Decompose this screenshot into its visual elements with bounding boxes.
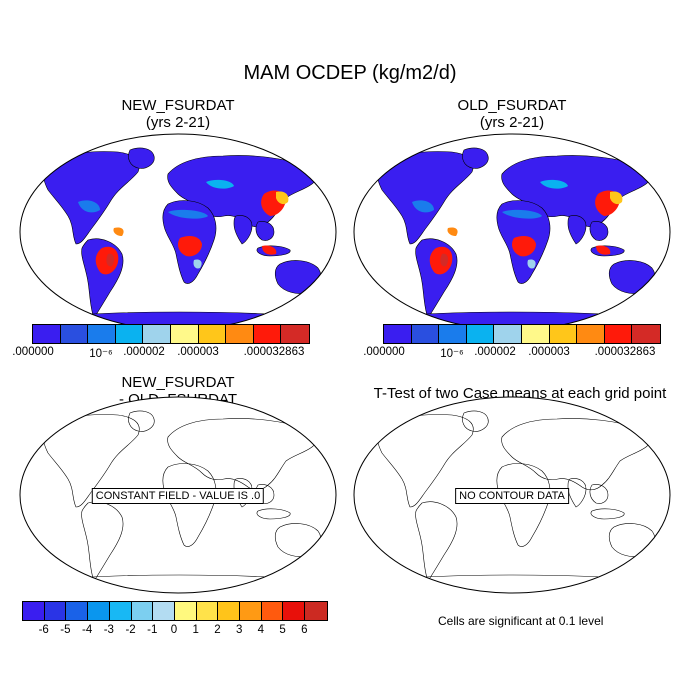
colorbar-tick-label: -4 [82, 624, 93, 636]
colorbar-tick-label: .000000 [12, 346, 54, 358]
colorbar-tick-label: .000000 [363, 346, 405, 358]
colorbar-swatch [226, 325, 254, 343]
panel-title-line2: (yrs 2-21) [145, 114, 211, 131]
panel-title-line1: NEW_FSURDAT [121, 97, 235, 114]
no-contour-note: NO CONTOUR DATA [455, 488, 569, 504]
colorbar-tick-label: .000003 [528, 346, 570, 358]
colorbar-swatch [33, 325, 61, 343]
colorbar-swatch [261, 602, 284, 620]
colorbar-tick-label: .000002 [123, 346, 165, 358]
colorbar-swatch [305, 602, 327, 620]
colorbar-swatch [494, 325, 522, 343]
panel-title-old: OLD_FSURDAT (yrs 2-21) [352, 97, 672, 131]
colorbar-swatch [466, 325, 495, 343]
colorbar-swatch [439, 325, 467, 343]
colorbar-swatch [174, 602, 197, 620]
panel-title-ttest: T-Test of two Case means at each grid po… [373, 385, 667, 402]
colorbar-tick-label: .000003 [177, 346, 219, 358]
colorbar-swatch [88, 325, 116, 343]
colorbar-tick-label: -5 [60, 624, 71, 636]
figure-title: MAM OCDEP (kg/m2/d) [243, 62, 457, 84]
map-new-fsurdat [18, 132, 338, 332]
colorbar-top-left [32, 324, 310, 344]
colorbar-swatch [143, 325, 171, 343]
colorbar-swatch [131, 602, 154, 620]
colorbar-swatch [60, 325, 89, 343]
colorbar-tick-label: -1 [147, 624, 158, 636]
significance-note: Cells are significant at 0.1 level [438, 614, 604, 628]
colorbar-tick-label: -2 [125, 624, 136, 636]
colorbar-tick-label: 10⁻⁶ [89, 348, 113, 360]
colorbar-swatch [196, 602, 219, 620]
colorbar-swatch [240, 602, 262, 620]
colorbar-swatch [109, 602, 132, 620]
colorbar-swatch [115, 325, 144, 343]
colorbar-tick-label: 0 [170, 624, 178, 636]
colorbar-swatch [153, 602, 175, 620]
colorbar-tick-label: 3 [235, 624, 243, 636]
colorbar-tick-label: 6 [301, 624, 308, 636]
colorbar-swatch [66, 602, 89, 620]
colorbar-tick-label: -6 [38, 624, 49, 636]
colorbar-swatch [218, 602, 241, 620]
colorbar-tick-label: 5 [279, 624, 286, 636]
colorbar-swatch [411, 325, 440, 343]
colorbar-swatch [44, 602, 67, 620]
colorbar-difference [22, 601, 328, 621]
colorbar-top-right [383, 324, 661, 344]
panel-title-line1: OLD_FSURDAT [457, 97, 567, 114]
panel-title-new: NEW_FSURDAT (yrs 2-21) [18, 97, 338, 131]
colorbar-swatch [384, 325, 412, 343]
colorbar-tick-label: .000032863 [594, 346, 656, 358]
colorbar-swatch [283, 602, 306, 620]
map-old-fsurdat [352, 132, 672, 332]
colorbar-swatch [170, 325, 199, 343]
colorbar-swatch [253, 325, 282, 343]
colorbar-swatch [198, 325, 227, 343]
constant-field-note: CONSTANT FIELD - VALUE IS .0 [91, 488, 265, 504]
colorbar-tick-label: 4 [257, 624, 265, 636]
colorbar-swatch [281, 325, 309, 343]
colorbar-tick-label: -3 [103, 624, 114, 636]
colorbar-swatch [577, 325, 605, 343]
colorbar-swatch [549, 325, 578, 343]
colorbar-tick-label: 2 [214, 624, 221, 636]
colorbar-tick-label: 10⁻⁶ [440, 348, 464, 360]
colorbar-swatch [521, 325, 550, 343]
colorbar-tick-label: 1 [192, 624, 199, 636]
colorbar-tick-label: .000002 [474, 346, 516, 358]
colorbar-swatch [88, 602, 110, 620]
panel-title-line1: NEW_FSURDAT [121, 374, 235, 391]
colorbar-swatch [632, 325, 660, 343]
colorbar-swatch [23, 602, 45, 620]
colorbar-swatch [604, 325, 633, 343]
panel-title-line2: (yrs 2-21) [479, 114, 545, 131]
colorbar-tick-label: .000032863 [243, 346, 305, 358]
